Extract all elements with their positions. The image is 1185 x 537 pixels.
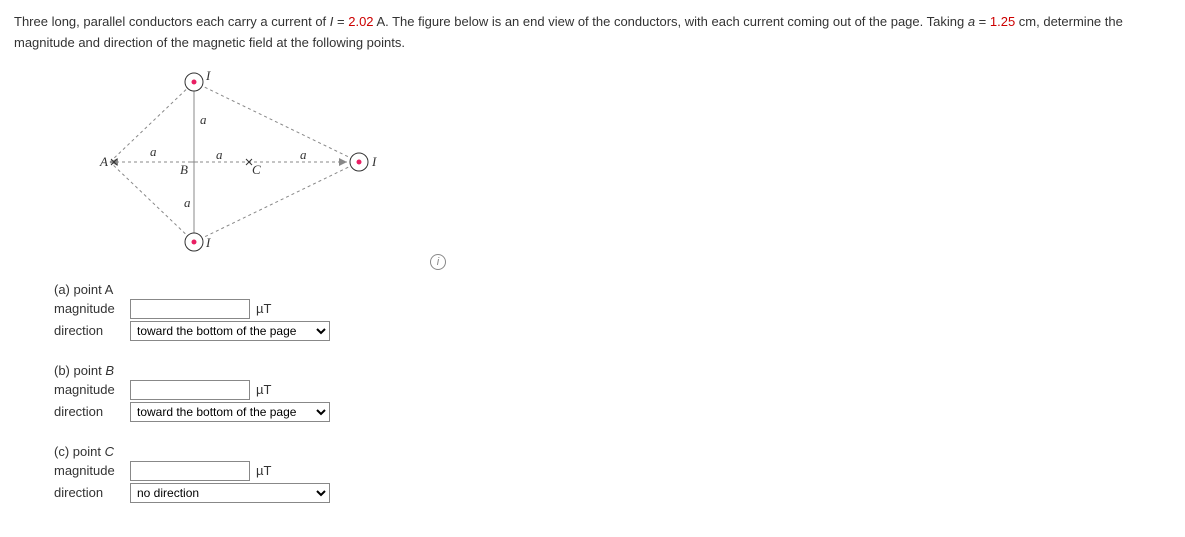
part-a: (a) point A magnitude µT direction no di… — [54, 282, 1171, 341]
text: A. The figure below is an end view of th… — [374, 14, 968, 29]
part-c: (c) point C magnitude µT direction no di… — [54, 444, 1171, 503]
magnitude-input-c[interactable] — [130, 461, 250, 481]
magnitude-label: magnitude — [54, 301, 124, 316]
part-b: (b) point B magnitude µT direction no di… — [54, 363, 1171, 422]
part-c-title: (c) point C — [54, 444, 1171, 459]
text: (a) point A — [54, 282, 113, 297]
diagram-svg: A B C I I I a a a a a — [54, 62, 414, 262]
magnitude-label: magnitude — [54, 382, 124, 397]
direction-select-c[interactable]: no directiontoward the top of the pageto… — [130, 483, 330, 503]
label-B: B — [180, 162, 188, 177]
label-a-4: a — [300, 147, 307, 162]
label-a-3: a — [216, 147, 223, 162]
label-C: C — [252, 162, 261, 177]
figure: A B C I I I a a a a a i — [54, 62, 454, 272]
text: = — [975, 14, 990, 29]
label-a-2: a — [200, 112, 207, 127]
part-b-title: (b) point B — [54, 363, 1171, 378]
text: = — [333, 14, 348, 29]
problem-statement: Three long, parallel conductors each car… — [14, 12, 1171, 54]
magnitude-input-b[interactable] — [130, 380, 250, 400]
direction-label: direction — [54, 404, 124, 419]
label-I-right: I — [371, 154, 377, 169]
label-I-top: I — [205, 68, 211, 83]
direction-label: direction — [54, 485, 124, 500]
direction-label: direction — [54, 323, 124, 338]
info-icon[interactable]: i — [430, 254, 446, 270]
text: Three long, parallel conductors each car… — [14, 14, 330, 29]
part-a-title: (a) point A — [54, 282, 1171, 297]
label-A: A — [99, 154, 108, 169]
label-a-5: a — [184, 195, 191, 210]
a-value: 1.25 — [990, 14, 1015, 29]
direction-select-b[interactable]: no directiontoward the top of the pageto… — [130, 402, 330, 422]
unit-label: µT — [256, 301, 271, 316]
label-a-1: a — [150, 144, 157, 159]
unit-label: µT — [256, 463, 271, 478]
unit-label: µT — [256, 382, 271, 397]
direction-select-a[interactable]: no directiontoward the top of the pageto… — [130, 321, 330, 341]
magnitude-input-a[interactable] — [130, 299, 250, 319]
magnitude-label: magnitude — [54, 463, 124, 478]
arrow-right — [339, 158, 347, 166]
a-symbol: a — [968, 14, 975, 29]
label-I-bottom: I — [205, 235, 211, 250]
current-value: 2.02 — [348, 14, 373, 29]
